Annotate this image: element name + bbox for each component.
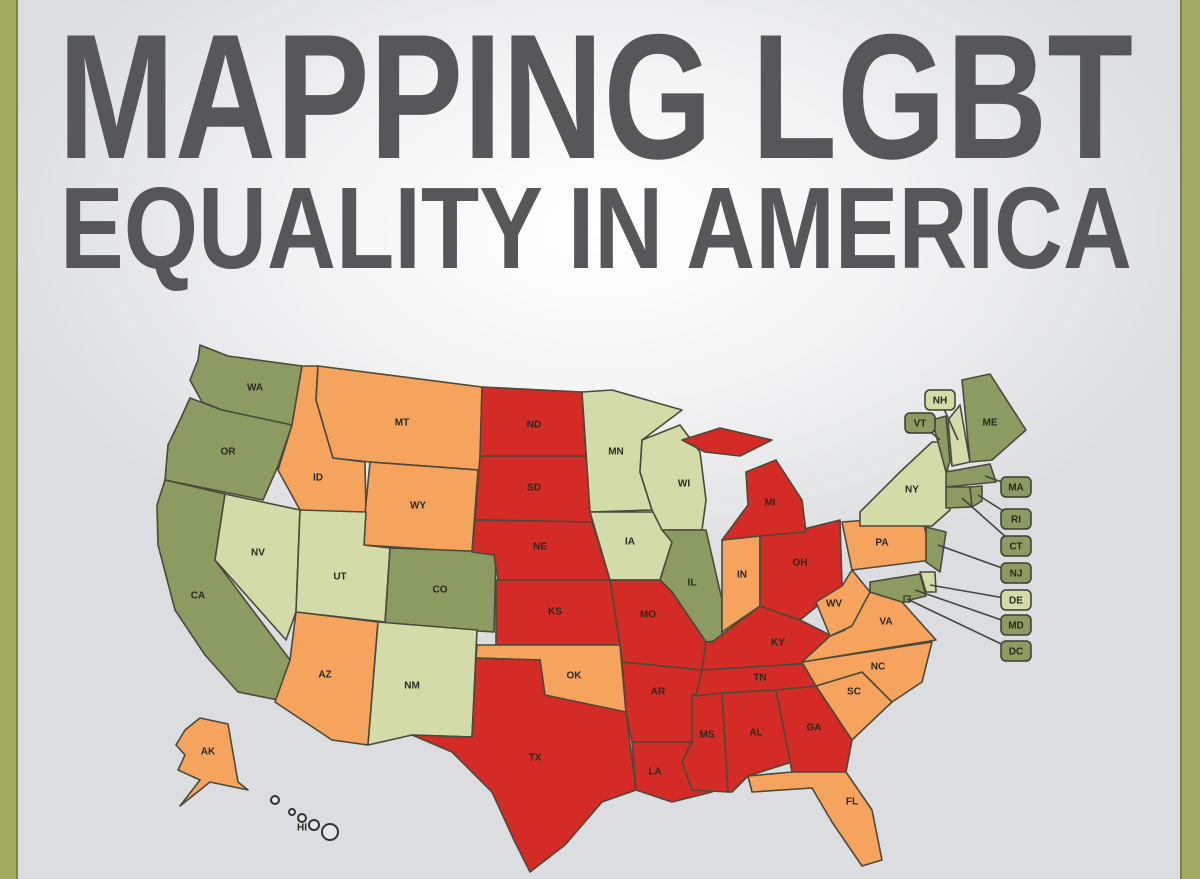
state-label-AZ: AZ xyxy=(318,670,331,681)
state-label-GA: GA xyxy=(807,723,822,734)
state-label-MI: MI xyxy=(764,498,775,509)
state-label-OK: OK xyxy=(567,671,583,682)
left-border xyxy=(0,0,18,879)
state-label-DC: DC xyxy=(1009,647,1023,658)
title-line-1: MAPPING LGBT xyxy=(58,0,1133,196)
us-map: WA OR CA NV ID MT WY UT CO AZ NM ND SD NE KS OK TX MN IA WI… xyxy=(156,344,1032,873)
state-AR xyxy=(621,661,703,743)
state-label-MD: MD xyxy=(1008,621,1024,632)
state-HI-island xyxy=(270,795,280,805)
title-line-2: EQUALITY IN AMERICA xyxy=(60,163,1132,293)
state-DE xyxy=(919,571,937,593)
state-label-OH: OH xyxy=(793,558,808,569)
state-label-OR: OR xyxy=(221,447,237,458)
state-HI-island xyxy=(288,808,296,816)
state-tag-MD xyxy=(1000,614,1032,636)
state-tag-VT xyxy=(904,412,936,434)
state-label-FL: FL xyxy=(846,797,858,808)
state-label-AL: AL xyxy=(749,728,762,739)
state-tag-NJ xyxy=(1000,562,1032,584)
state-AK xyxy=(175,717,249,807)
state-label-CA: CA xyxy=(191,591,205,602)
state-label-ID: ID xyxy=(313,473,323,484)
state-HI-island xyxy=(321,823,339,841)
state-NM xyxy=(367,621,478,746)
state-tag-RI xyxy=(1000,508,1032,530)
state-label-IL: IL xyxy=(688,578,697,589)
leader-line-MD xyxy=(914,589,1017,626)
state-NV xyxy=(214,493,301,641)
state-label-VA: VA xyxy=(879,617,892,628)
state-tag-CT xyxy=(1000,535,1032,557)
state-HI-island xyxy=(297,813,307,823)
state-tag-NH xyxy=(924,389,956,411)
state-label-ND: ND xyxy=(527,420,541,431)
state-FL xyxy=(747,771,883,867)
state-GA xyxy=(775,685,853,773)
leader-line-DC xyxy=(906,598,1017,652)
state-RI xyxy=(969,485,983,508)
state-label-DE: DE xyxy=(1009,596,1023,607)
state-label-AR: AR xyxy=(651,687,666,698)
state-label-HI: HI xyxy=(297,823,307,834)
state-label-ME: ME xyxy=(983,418,998,429)
state-label-TN: TN xyxy=(753,673,766,684)
state-tag-DC xyxy=(1000,640,1032,662)
state-CO xyxy=(384,547,497,633)
state-label-WA: WA xyxy=(247,383,263,394)
state-label-VT: VT xyxy=(914,419,927,430)
state-label-NV: NV xyxy=(251,548,265,559)
state-label-AK: AK xyxy=(201,747,216,758)
state-label-SC: SC xyxy=(847,687,861,698)
state-label-NJ: NJ xyxy=(1010,569,1023,580)
state-OR xyxy=(164,397,293,501)
state-TX xyxy=(411,657,637,873)
state-label-PA: PA xyxy=(875,538,888,549)
state-label-WI: WI xyxy=(678,479,690,490)
state-MD xyxy=(869,573,927,603)
state-label-WV: WV xyxy=(826,599,842,610)
state-HI-island xyxy=(308,819,320,831)
state-label-SD: SD xyxy=(527,483,541,494)
state-label-KY: KY xyxy=(771,638,785,649)
state-NJ xyxy=(925,526,947,573)
right-border xyxy=(1180,0,1200,879)
state-label-NH: NH xyxy=(933,396,947,407)
state-label-NM: NM xyxy=(404,681,420,692)
state-label-CT: CT xyxy=(1009,542,1022,553)
state-label-NY: NY xyxy=(905,485,919,496)
state-MI xyxy=(721,459,807,541)
state-label-MO: MO xyxy=(640,610,656,621)
state-MA xyxy=(945,463,997,488)
state-label-NC: NC xyxy=(871,662,885,673)
state-label-MA: MA xyxy=(1008,483,1024,494)
state-tag-DE xyxy=(1000,589,1032,611)
state-label-IN: IN xyxy=(737,570,747,581)
state-label-MN: MN xyxy=(608,447,624,458)
state-label-KS: KS xyxy=(548,607,562,618)
state-label-WY: WY xyxy=(410,501,426,512)
state-label-NE: NE xyxy=(533,542,547,553)
state-ME xyxy=(961,373,1027,463)
state-tag-MA xyxy=(1000,476,1032,498)
state-label-RI: RI xyxy=(1011,515,1021,526)
state-MI-upper xyxy=(681,427,773,457)
state-label-LA: LA xyxy=(648,767,661,778)
state-label-MT: MT xyxy=(395,418,409,429)
state-CT xyxy=(945,486,973,509)
state-label-MS: MS xyxy=(700,730,715,741)
state-label-CO: CO xyxy=(433,585,448,596)
state-label-TX: TX xyxy=(529,753,542,764)
state-VT xyxy=(931,415,951,473)
state-label-IA: IA xyxy=(625,537,635,548)
state-label-UT: UT xyxy=(333,572,346,583)
